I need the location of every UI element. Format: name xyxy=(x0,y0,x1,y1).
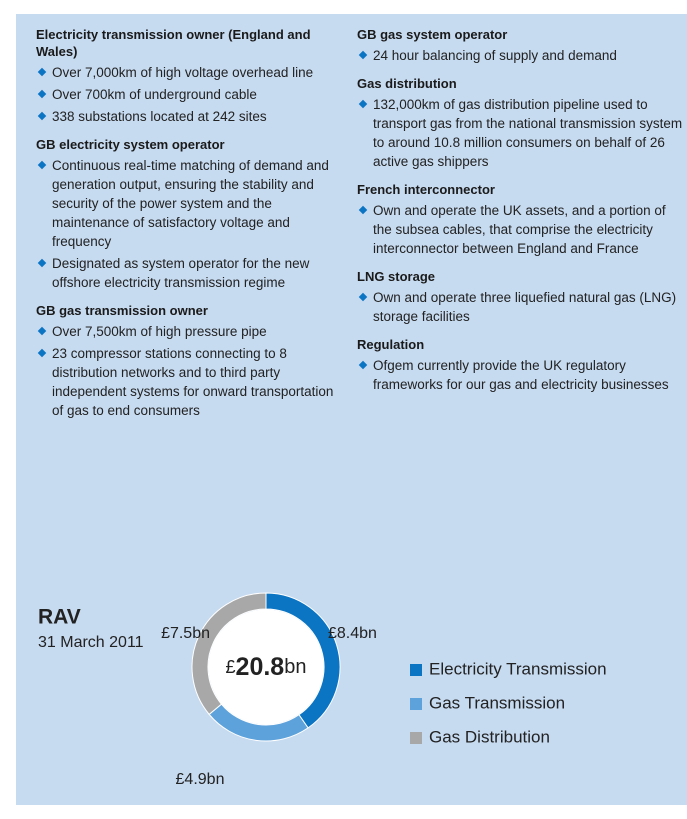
bullet: Over 700km of underground cable xyxy=(36,85,348,104)
center-label-part: £ xyxy=(226,657,236,677)
section: GB gas transmission owner Over 7,500km of… xyxy=(36,302,348,420)
section: Regulation Ofgem currently provide the UK… xyxy=(357,336,685,394)
section: French interconnector Own and operate the… xyxy=(357,181,685,258)
section-heading: Electricity transmission owner (England … xyxy=(36,27,311,59)
bullet: 338 substations located at 242 sites xyxy=(36,107,348,126)
center-label-part: bn xyxy=(284,656,306,678)
bullet: Own and operate the UK assets, and a por… xyxy=(357,201,685,258)
section-heading: GB gas transmission owner xyxy=(36,303,208,318)
bullet: Over 7,000km of high voltage overhead li… xyxy=(36,63,348,82)
section-heading: GB gas system operator xyxy=(357,27,508,42)
value-label: £7.5bn xyxy=(161,625,210,642)
legend-swatch xyxy=(410,698,422,710)
bullet: 24 hour balancing of supply and demand xyxy=(357,46,685,65)
bullet: Continuous real-time matching of demand … xyxy=(36,156,348,251)
section: Gas distribution 132,000km of gas distrib… xyxy=(357,75,685,171)
bullet: Own and operate three liquefied natural … xyxy=(357,288,685,326)
section-heading: Gas distribution xyxy=(357,76,457,91)
bullet: 132,000km of gas distribution pipeline u… xyxy=(357,95,685,171)
center-label: £20.8bn xyxy=(226,653,307,681)
value-label: £8.4bn xyxy=(328,625,377,642)
legend-label: Gas Distribution xyxy=(429,727,550,746)
bullet: Over 7,500km of high pressure pipe xyxy=(36,322,348,341)
left-column: Electricity transmission owner (England … xyxy=(36,26,348,430)
chart-title: RAV xyxy=(38,606,81,629)
donut-segment xyxy=(191,592,267,716)
donut-center xyxy=(208,609,324,725)
legend-label: Gas Transmission xyxy=(429,693,565,712)
legend-swatch xyxy=(410,732,422,744)
section: GB gas system operator 24 hour balancing … xyxy=(357,26,685,65)
section: LNG storage Own and operate three liquefi… xyxy=(357,268,685,326)
center-label-part: 20.8 xyxy=(236,653,285,681)
section-heading: GB electricity system operator xyxy=(36,137,225,152)
section: Electricity transmission owner (England … xyxy=(36,26,348,126)
value-label: £4.9bn xyxy=(176,771,225,788)
section-heading: Regulation xyxy=(357,337,425,352)
right-column: GB gas system operator 24 hour balancing … xyxy=(357,26,685,404)
section-heading: French interconnector xyxy=(357,182,495,197)
legend-swatch xyxy=(410,664,422,676)
section-heading: LNG storage xyxy=(357,269,436,284)
bullet: Ofgem currently provide the UK regulator… xyxy=(357,356,685,394)
section: GB electricity system operator Continuous… xyxy=(36,136,348,292)
bullet: Designated as system operator for the ne… xyxy=(36,254,348,292)
chart-subtitle: 31 March 2011 xyxy=(38,634,144,651)
legend-label: Electricity Transmission xyxy=(429,659,607,678)
bullet: 23 compressor stations connecting to 8 d… xyxy=(36,344,348,420)
